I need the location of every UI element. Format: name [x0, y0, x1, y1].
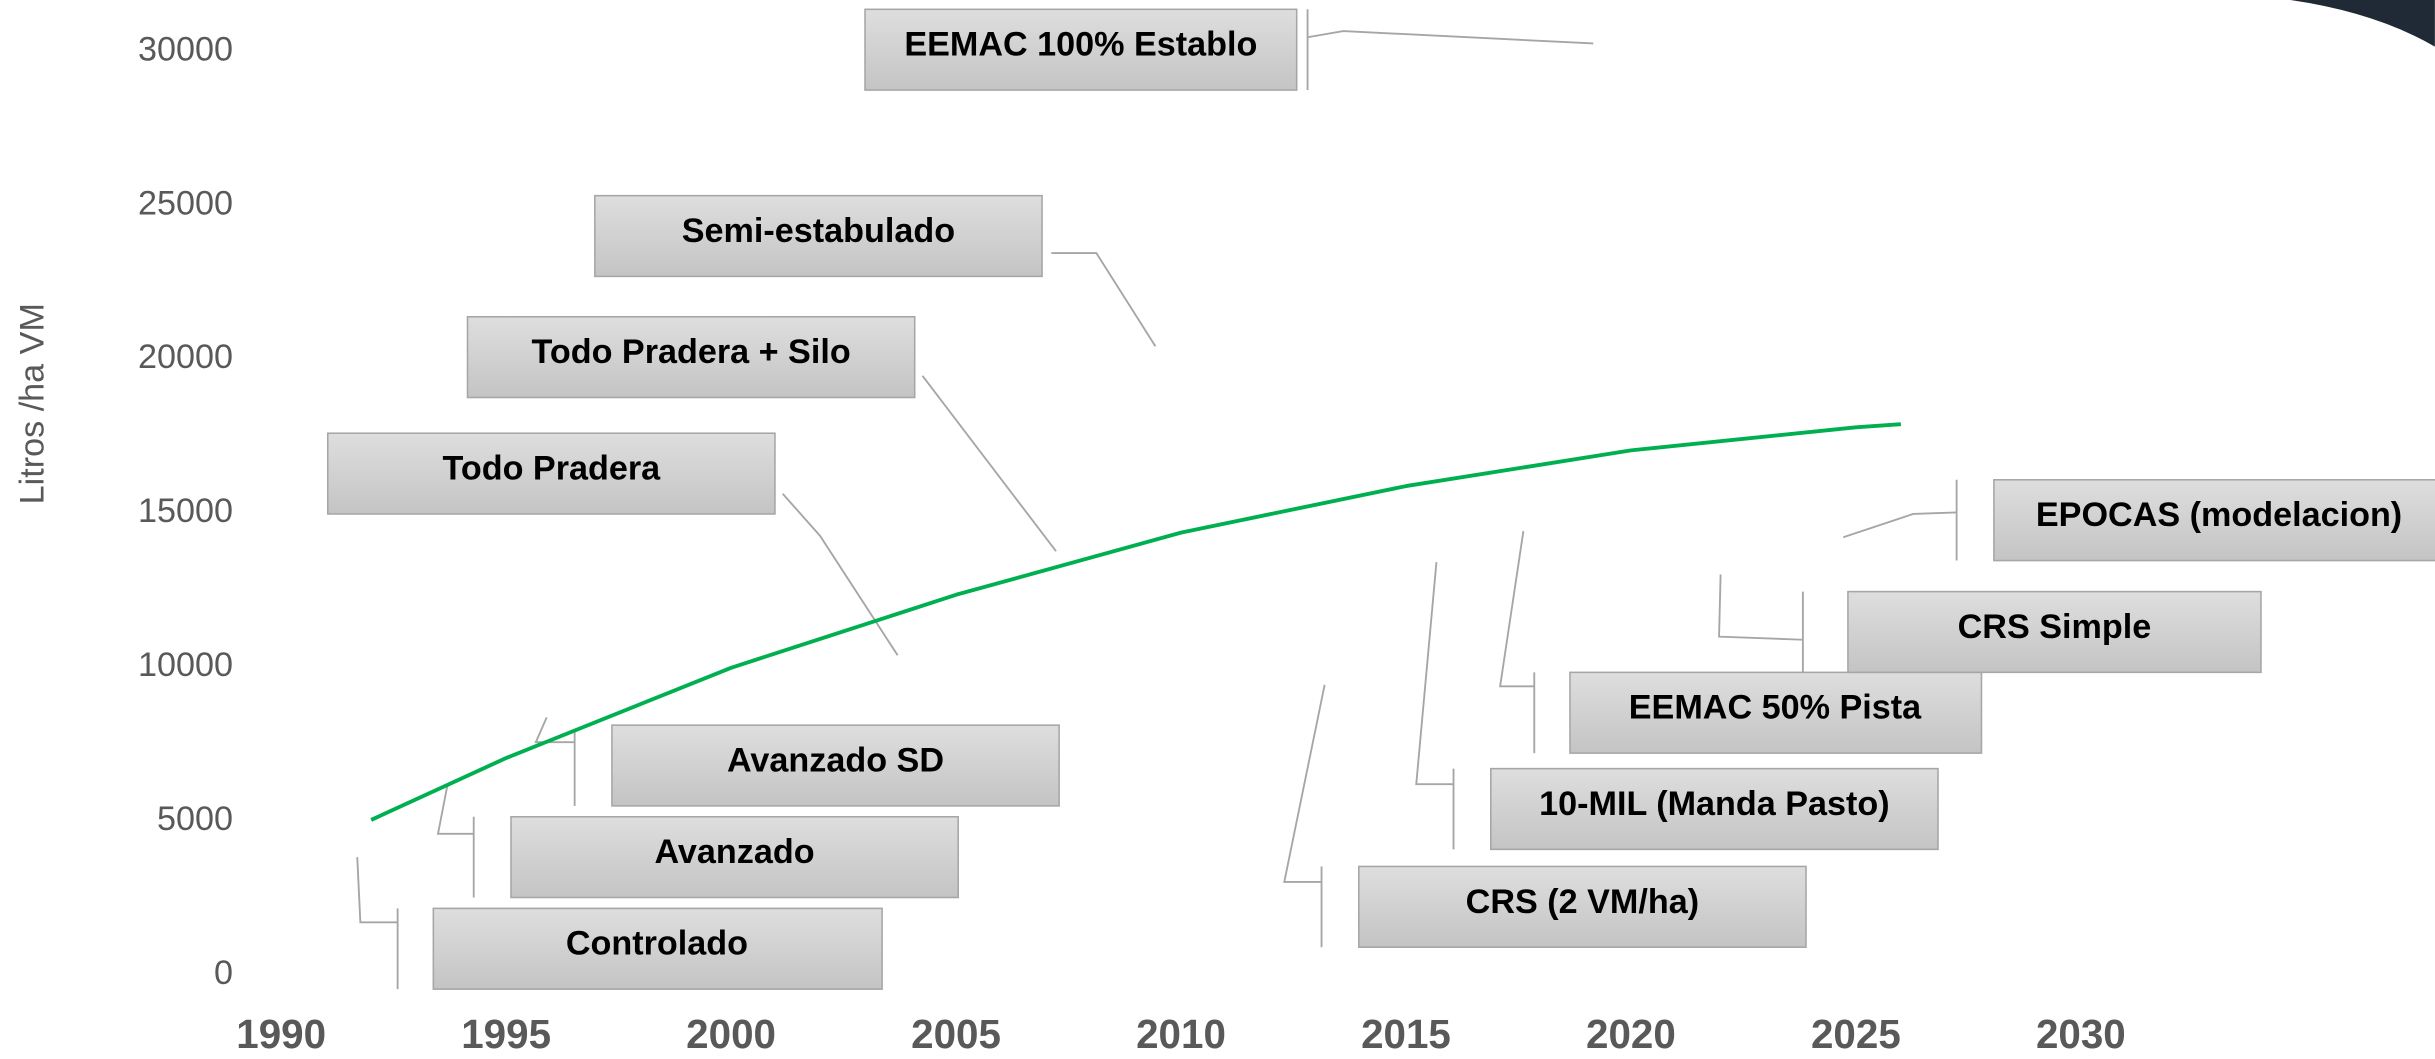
annotation-box — [326, 432, 776, 515]
leader-lines — [356, 9, 1958, 990]
annotation-box — [1358, 865, 1807, 948]
y-tick-label: 20000 — [138, 338, 233, 376]
annotation-box — [432, 907, 883, 990]
annotation-box — [510, 815, 959, 899]
trend-line — [370, 422, 1902, 822]
annotation-box — [1490, 767, 1939, 851]
annotation-box — [466, 315, 916, 399]
annotation-box — [594, 194, 1043, 278]
y-tick-label: 25000 — [138, 184, 233, 222]
x-tick-label: 2020 — [1586, 1011, 1676, 1057]
x-tick-label: 1990 — [236, 1011, 326, 1057]
annotation-box — [1847, 590, 2262, 674]
y-tick-label: 10000 — [138, 646, 233, 684]
annotation: CRS Simple — [1958, 608, 2152, 646]
y-tick-label: 15000 — [138, 492, 233, 530]
annotation: Avanzado — [655, 833, 815, 871]
y-tick-label: 5000 — [157, 800, 233, 838]
x-tick-label: 2030 — [2036, 1011, 2126, 1057]
annotations: EEMAC 100% Establo Semi-estabulado Todo … — [326, 8, 2435, 990]
annotation: EPOCAS (modelacion) — [2036, 496, 2402, 534]
x-tick-label: 1995 — [461, 1011, 551, 1057]
annotation: 10-MIL (Manda Pasto) — [1539, 785, 1889, 823]
y-axis-label: Litros /ha VM — [13, 303, 51, 504]
x-tick-label: 2010 — [1136, 1011, 1226, 1057]
annotation: Todo Pradera — [443, 450, 662, 488]
annotation: Avanzado SD — [727, 741, 944, 779]
annotation: Controlado — [566, 925, 748, 963]
annotation-box — [1569, 671, 1983, 754]
x-tick-label: 2015 — [1361, 1011, 1451, 1057]
x-tick-label: 2025 — [1811, 1011, 1901, 1057]
annotation: EEMAC 50% Pista — [1629, 689, 1922, 727]
annotation: EEMAC 100% Establo — [904, 26, 1257, 64]
annotation: CRS (2 VM/ha) — [1466, 883, 1699, 921]
annotation-box — [1993, 479, 2435, 562]
x-tick-label: 2005 — [911, 1011, 1001, 1057]
annotation: Semi-estabulado — [682, 212, 955, 250]
annotation-box — [864, 8, 1298, 91]
annotation: Todo Pradera + Silo — [532, 333, 851, 371]
annotation-box — [611, 724, 1060, 807]
y-tick-label: 30000 — [138, 30, 233, 68]
corner-decoration — [2290, 0, 2435, 47]
y-tick-label: 0 — [214, 954, 233, 992]
x-tick-label: 2000 — [686, 1011, 776, 1057]
